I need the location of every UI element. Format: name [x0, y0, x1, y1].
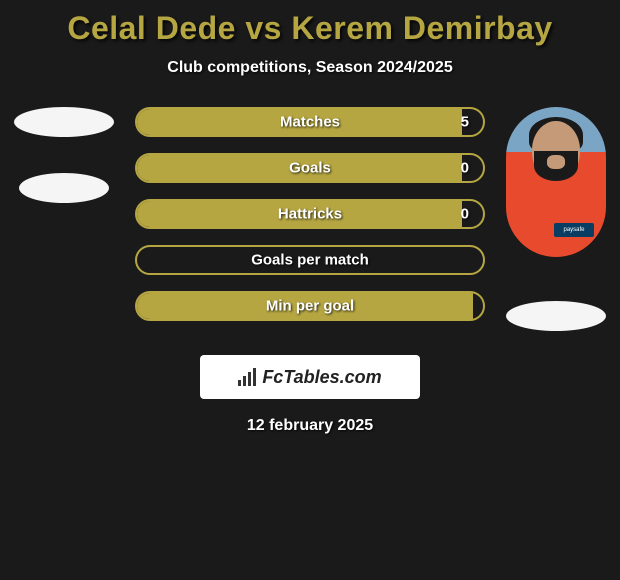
infographic-container: Celal Dede vs Kerem Demirbay Club compet…: [0, 0, 620, 445]
fctables-logo: FcTables.com: [200, 355, 420, 399]
stat-bar-hattricks: Hattricks 0: [135, 199, 485, 229]
page-title: Celal Dede vs Kerem Demirbay: [0, 10, 620, 47]
stat-value: 0: [461, 160, 469, 177]
stat-label: Goals: [289, 160, 331, 177]
comparison-row: Matches 5 Goals 0 Hattricks 0 Goals per …: [0, 107, 620, 331]
stat-value: 5: [461, 114, 469, 131]
stat-value: 0: [461, 206, 469, 223]
stat-label: Goals per match: [251, 252, 369, 269]
stat-label: Hattricks: [278, 206, 342, 223]
player-right-avatar: paysafe: [506, 107, 606, 257]
player-right-placeholder: [506, 301, 606, 331]
logo-text: FcTables.com: [262, 367, 381, 388]
footer: FcTables.com 12 february 2025: [0, 355, 620, 435]
avatar-mouth: [547, 155, 565, 169]
stat-bar-matches: Matches 5: [135, 107, 485, 137]
player-right-column: paysafe: [501, 107, 611, 331]
stat-bar-goals-per-match: Goals per match: [135, 245, 485, 275]
stat-label: Matches: [280, 114, 340, 131]
bars-icon: [238, 368, 256, 386]
sponsor-badge: paysafe: [554, 223, 594, 237]
player-left-column: [9, 107, 119, 203]
subtitle: Club competitions, Season 2024/2025: [0, 59, 620, 77]
stat-bar-min-per-goal: Min per goal: [135, 291, 485, 321]
player-left-avatar-placeholder: [14, 107, 114, 137]
stats-bars-column: Matches 5 Goals 0 Hattricks 0 Goals per …: [135, 107, 485, 321]
stat-bar-goals: Goals 0: [135, 153, 485, 183]
player-left-placeholder-2: [19, 173, 109, 203]
stat-label: Min per goal: [266, 298, 354, 315]
date-text: 12 february 2025: [247, 417, 373, 435]
